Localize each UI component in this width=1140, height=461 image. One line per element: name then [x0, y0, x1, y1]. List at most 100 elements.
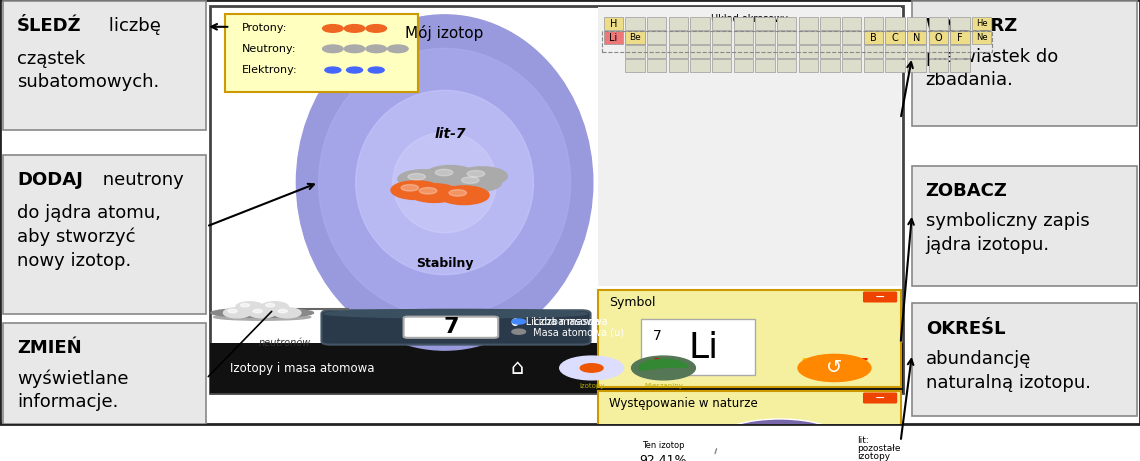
- Ellipse shape: [356, 90, 534, 275]
- Circle shape: [266, 303, 275, 307]
- Circle shape: [323, 45, 343, 53]
- Circle shape: [278, 309, 287, 313]
- Text: pierwiastek do
zbadania.: pierwiastek do zbadania.: [926, 47, 1058, 89]
- FancyBboxPatch shape: [863, 45, 882, 58]
- Text: pozostałe: pozostałe: [857, 444, 901, 453]
- Text: Występowanie w naturze: Występowanie w naturze: [609, 397, 758, 410]
- FancyBboxPatch shape: [798, 59, 817, 72]
- Circle shape: [253, 309, 262, 313]
- FancyBboxPatch shape: [798, 17, 817, 30]
- FancyBboxPatch shape: [950, 45, 969, 58]
- Circle shape: [241, 303, 250, 307]
- FancyBboxPatch shape: [668, 59, 687, 72]
- Text: Liczba masowa: Liczba masowa: [530, 317, 608, 327]
- Circle shape: [457, 167, 507, 185]
- FancyBboxPatch shape: [928, 59, 947, 72]
- FancyBboxPatch shape: [912, 1, 1137, 126]
- FancyBboxPatch shape: [755, 17, 774, 30]
- FancyBboxPatch shape: [605, 437, 719, 461]
- Circle shape: [401, 184, 418, 191]
- Circle shape: [228, 309, 237, 313]
- FancyBboxPatch shape: [912, 303, 1137, 416]
- FancyBboxPatch shape: [690, 45, 709, 58]
- Text: He: He: [976, 19, 987, 28]
- Circle shape: [325, 67, 341, 73]
- Circle shape: [388, 45, 408, 53]
- FancyBboxPatch shape: [690, 17, 709, 30]
- FancyBboxPatch shape: [668, 17, 687, 30]
- Text: abundancję
naturalną izotopu.: abundancję naturalną izotopu.: [926, 350, 1091, 392]
- FancyBboxPatch shape: [841, 17, 861, 30]
- FancyBboxPatch shape: [0, 0, 1140, 425]
- FancyBboxPatch shape: [950, 31, 969, 44]
- Text: Układ okresowy: Układ okresowy: [711, 14, 788, 24]
- Circle shape: [408, 173, 425, 180]
- Ellipse shape: [324, 309, 588, 318]
- FancyBboxPatch shape: [733, 59, 752, 72]
- Text: i: i: [834, 357, 840, 375]
- FancyBboxPatch shape: [641, 319, 755, 375]
- FancyBboxPatch shape: [820, 59, 839, 72]
- Text: Li: Li: [689, 331, 719, 365]
- Wedge shape: [780, 444, 846, 461]
- Text: Mój izotop: Mój izotop: [406, 25, 483, 41]
- FancyBboxPatch shape: [733, 17, 752, 30]
- Text: O: O: [935, 33, 942, 42]
- FancyBboxPatch shape: [646, 17, 666, 30]
- Text: Symbol: Symbol: [609, 296, 655, 309]
- Circle shape: [560, 356, 624, 380]
- FancyBboxPatch shape: [906, 17, 926, 30]
- Text: liczbę: liczbę: [103, 17, 161, 35]
- Text: WYBIERZ: WYBIERZ: [926, 17, 1018, 35]
- Text: Izotopy: Izotopy: [579, 383, 604, 389]
- Text: Li: Li: [609, 33, 618, 42]
- Circle shape: [366, 24, 386, 32]
- FancyBboxPatch shape: [885, 45, 904, 58]
- Ellipse shape: [392, 132, 497, 233]
- Circle shape: [512, 319, 526, 324]
- FancyBboxPatch shape: [3, 155, 206, 314]
- Text: ●  Liczba masowa: ● Liczba masowa: [511, 317, 600, 327]
- Circle shape: [409, 184, 459, 202]
- FancyBboxPatch shape: [950, 59, 969, 72]
- Text: H: H: [610, 18, 617, 29]
- Text: C: C: [891, 33, 898, 42]
- Text: neutronów: neutronów: [259, 338, 311, 348]
- Text: neutrony: neutrony: [97, 171, 184, 189]
- FancyBboxPatch shape: [625, 31, 644, 44]
- Text: Mieszaniny: Mieszaniny: [644, 383, 683, 389]
- Ellipse shape: [211, 308, 314, 318]
- FancyBboxPatch shape: [906, 59, 926, 72]
- Text: ŚLEDŹ: ŚLEDŹ: [17, 17, 82, 35]
- Circle shape: [451, 173, 502, 192]
- Ellipse shape: [214, 314, 310, 320]
- FancyBboxPatch shape: [950, 31, 969, 44]
- FancyBboxPatch shape: [798, 31, 817, 44]
- Circle shape: [512, 329, 526, 334]
- FancyBboxPatch shape: [820, 17, 839, 30]
- Text: symboliczny zapis
jądra izotopu.: symboliczny zapis jądra izotopu.: [926, 212, 1090, 254]
- Text: cząstek
subatomowych.: cząstek subatomowych.: [17, 50, 160, 91]
- Text: Protony:: Protony:: [242, 24, 287, 34]
- FancyBboxPatch shape: [950, 17, 969, 30]
- Ellipse shape: [296, 15, 593, 350]
- FancyBboxPatch shape: [885, 31, 904, 44]
- Circle shape: [249, 307, 276, 318]
- FancyBboxPatch shape: [912, 165, 1137, 286]
- Text: Stabilny: Stabilny: [416, 257, 473, 270]
- Ellipse shape: [319, 48, 571, 317]
- Circle shape: [368, 67, 384, 73]
- FancyBboxPatch shape: [646, 59, 666, 72]
- FancyBboxPatch shape: [885, 59, 904, 72]
- Text: ⌂: ⌂: [511, 358, 524, 378]
- FancyBboxPatch shape: [625, 45, 644, 58]
- FancyBboxPatch shape: [906, 45, 926, 58]
- FancyBboxPatch shape: [690, 31, 709, 44]
- Circle shape: [347, 67, 363, 73]
- FancyBboxPatch shape: [863, 59, 882, 72]
- FancyBboxPatch shape: [928, 17, 947, 30]
- FancyBboxPatch shape: [820, 45, 839, 58]
- Text: Neutrony:: Neutrony:: [242, 44, 296, 54]
- FancyBboxPatch shape: [776, 59, 796, 72]
- FancyBboxPatch shape: [971, 17, 991, 30]
